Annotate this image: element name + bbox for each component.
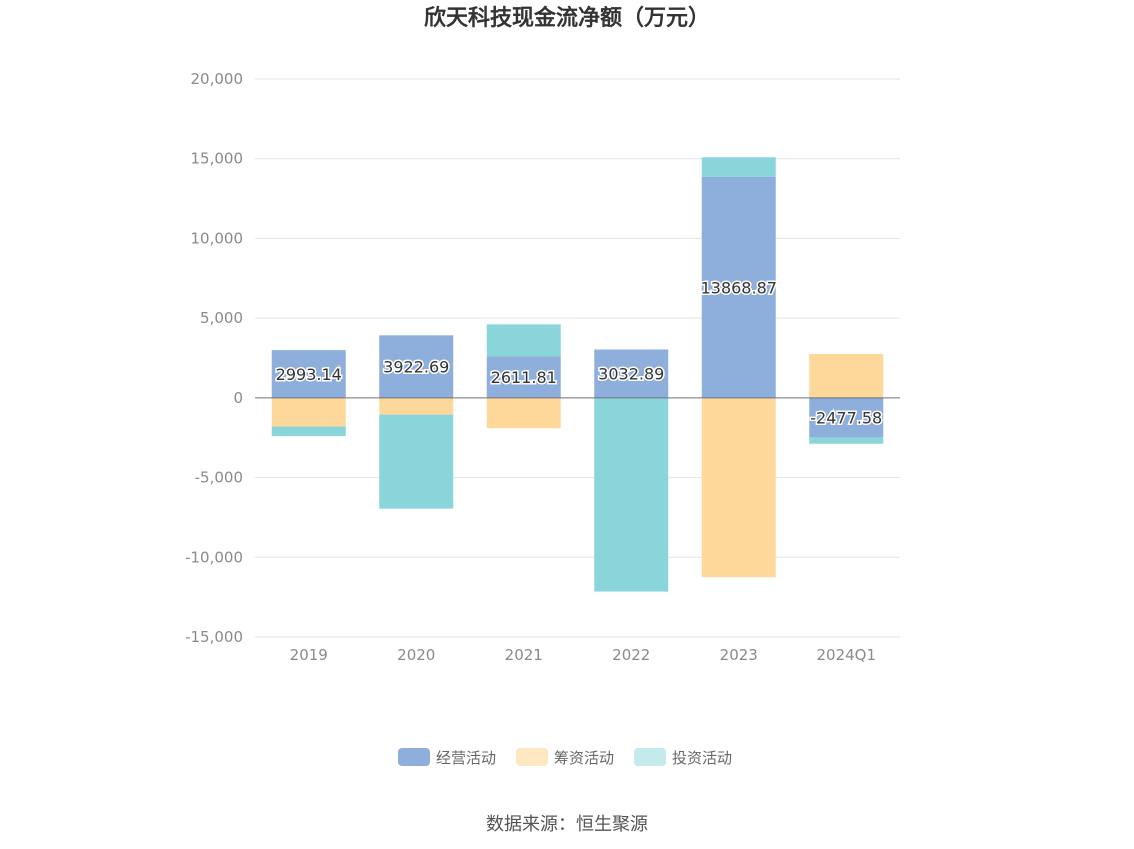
bar-2-0: [271, 426, 346, 437]
y-tick-label: -15,000: [185, 628, 243, 646]
bar-1-5: [809, 354, 884, 398]
source-text: 数据来源：恒生聚源: [486, 814, 648, 835]
x-tick-label: 2019: [290, 646, 328, 664]
bar-1-1: [379, 397, 454, 415]
chart-title: 欣天科技现金流净额（万元）: [424, 5, 710, 31]
bar-1-4: [701, 397, 776, 578]
x-tick-label: 2023: [720, 646, 758, 664]
bar-0-1: [379, 335, 454, 398]
x-tick-label: 2022: [612, 646, 650, 664]
x-tick-label: 2020: [397, 646, 435, 664]
y-tick-label: 15,000: [191, 150, 244, 168]
bar-2-1: [379, 414, 454, 509]
bar-0-2: [486, 356, 561, 398]
legend-swatch: [634, 748, 666, 766]
y-tick-label: -10,000: [185, 548, 243, 566]
y-tick-label: 0: [233, 389, 243, 407]
bar-1-2: [486, 397, 561, 429]
legend-swatch: [516, 748, 548, 766]
bar-1-0: [271, 397, 346, 427]
grid-lines: [255, 78, 900, 638]
legend-label: 筹资活动: [554, 749, 614, 767]
y-tick-label: -5,000: [195, 469, 243, 487]
bar-0-5: [809, 397, 884, 438]
bars: [271, 157, 884, 592]
x-tick-label: 2024Q1: [816, 646, 876, 664]
bar-2-5: [809, 437, 884, 444]
legend-swatch: [398, 748, 430, 766]
data-label: 2993.14: [276, 365, 342, 384]
bar-0-3: [594, 349, 669, 398]
bar-2-4: [701, 157, 776, 177]
bar-0-4: [701, 176, 776, 398]
bar-2-2: [486, 324, 561, 357]
data-label: 13868.87: [701, 278, 777, 297]
bar-2-3: [594, 397, 669, 592]
legend: 经营活动 筹资活动 投资活动: [398, 748, 732, 767]
x-tick-label: 2021: [505, 646, 543, 664]
legend-label: 投资活动: [672, 749, 732, 767]
y-axis-ticks: 20,000 15,000 10,000 5,000 0 -5,000 -10,000 -15…: [185, 70, 243, 646]
y-tick-label: 10,000: [191, 229, 244, 247]
data-label: 2611.81: [491, 368, 557, 387]
bar-0-0: [271, 350, 346, 398]
data-labels: 2993.14 3922.69 2611.81 3032.89 13868.87 -247…: [274, 277, 884, 429]
y-tick-label: 5,000: [200, 309, 243, 327]
x-axis-ticks: 2019 2020 2021 2022 2023 2024Q1: [290, 646, 876, 664]
data-label: 3922.69: [383, 358, 449, 377]
y-tick-label: 20,000: [191, 70, 244, 88]
legend-label: 经营活动: [436, 749, 496, 767]
data-label: -2477.58: [810, 409, 882, 428]
data-label: 3032.89: [598, 365, 664, 384]
